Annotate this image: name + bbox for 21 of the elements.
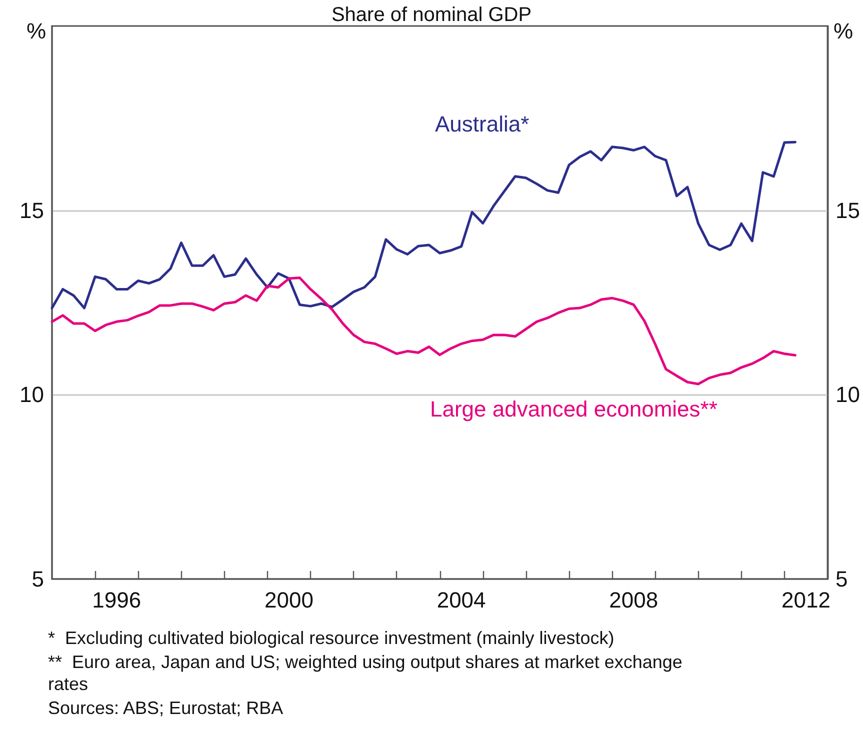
- x-tick-label: 1996: [92, 588, 142, 612]
- x-tick-label: 2012: [782, 588, 830, 612]
- line-series: [50, 140, 796, 310]
- x-tick-label: 2004: [436, 588, 486, 612]
- y-tick-label: 5: [32, 566, 44, 592]
- y-tick-label: 15: [20, 198, 44, 223]
- y2-tick-label: 10: [836, 382, 860, 408]
- line-series: [50, 276, 796, 386]
- y-axis-title: %: [26, 18, 46, 44]
- series-label: Large advanced economies**: [430, 396, 718, 422]
- x-tick-label: 2008: [609, 588, 658, 612]
- text: * Excluding cultivated biological resource investment (mainly livestock): [48, 628, 614, 648]
- y2-axis-title: %: [834, 18, 854, 44]
- x-tick-label: 2000: [264, 588, 314, 612]
- y2-tick-label: 15: [836, 198, 860, 223]
- y2-tick-label: 5: [836, 566, 848, 592]
- y-tick-label: 10: [20, 382, 44, 408]
- text: ** Euro area, Japan and US; weighted using output shares at market exchange rates: [48, 652, 688, 694]
- source-note: Sources: ABS; Eurostat; RBA: [48, 698, 284, 718]
- chart-title: Share of nominal GDP: [331, 4, 532, 26]
- series-label: Australia*: [435, 112, 530, 136]
